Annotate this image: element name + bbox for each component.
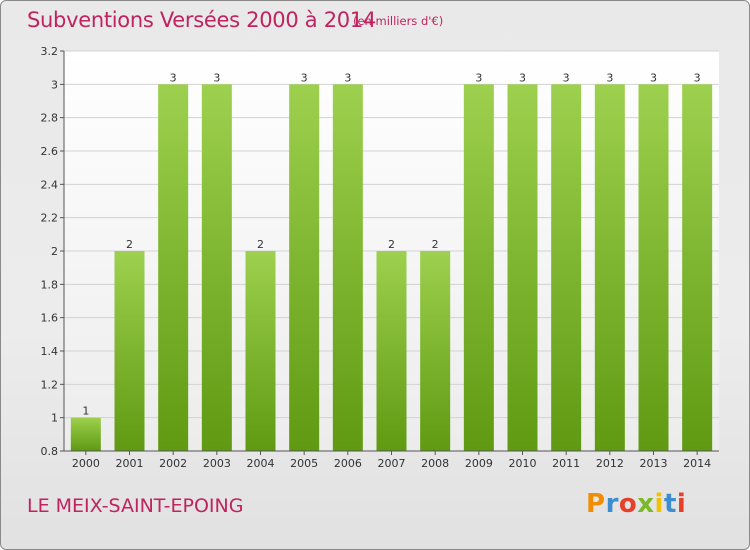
bar-2000: [70, 417, 101, 451]
bar-value-label: 3: [475, 71, 482, 84]
x-tick-label: 2008: [421, 457, 449, 470]
x-tick-label: 2005: [290, 457, 318, 470]
bar-2010: [507, 84, 538, 451]
bar-value-label: 3: [344, 71, 351, 84]
bar-2007: [376, 251, 407, 451]
bar-value-label: 3: [606, 71, 613, 84]
x-tick-label: 2011: [552, 457, 580, 470]
bar-value-label: 3: [170, 71, 177, 84]
y-tick-label: 2.8: [41, 112, 59, 125]
chart-unit: (en milliers d'€): [353, 14, 444, 28]
bar-value-label: 2: [126, 238, 133, 251]
logo-letter: t: [663, 489, 677, 519]
bar-value-label: 3: [301, 71, 308, 84]
logo-letter: P: [586, 489, 606, 519]
y-tick-label: 1.2: [41, 378, 59, 391]
bar-2004: [245, 251, 276, 451]
bar-value-label: 2: [432, 238, 439, 251]
logo-letter: i: [654, 489, 664, 519]
bar-value-label: 2: [257, 238, 264, 251]
y-tick-label: 1.4: [41, 345, 59, 358]
bar-2005: [289, 84, 320, 451]
bar-2014: [682, 84, 713, 451]
logo-letter: r: [605, 489, 619, 519]
logo-letter: o: [618, 489, 638, 519]
y-tick-label: 2.2: [41, 212, 59, 225]
x-tick-label: 2003: [203, 457, 231, 470]
x-tick-label: 2014: [683, 457, 711, 470]
x-tick-label: 2010: [509, 457, 537, 470]
bars: 1 2 3 3 2 3 3 2 2 3 3 3 3 3 3: [70, 71, 713, 451]
logo-letter: i: [676, 489, 687, 519]
y-tick-label: 1.6: [41, 312, 59, 325]
y-tick-label: 3: [51, 78, 58, 91]
x-tick-label: 2001: [116, 457, 144, 470]
y-tick-label: 2: [51, 245, 58, 258]
x-tick-label: 2004: [247, 457, 275, 470]
bar-value-label: 2: [388, 238, 395, 251]
bar-2006: [332, 84, 363, 451]
bar-2003: [201, 84, 232, 451]
bar-2011: [551, 84, 582, 451]
bar-value-label: 3: [563, 71, 570, 84]
y-tick-label: 0.8: [41, 445, 59, 458]
bar-value-label: 3: [213, 71, 220, 84]
x-tick-label: 2009: [465, 457, 493, 470]
bar-value-label: 3: [650, 71, 657, 84]
chart-title: Subventions Versées 2000 à 2014: [27, 8, 376, 32]
bar-2001: [114, 251, 145, 451]
bar-value-label: 3: [694, 71, 701, 84]
location-name: LE MEIX-SAINT-EPOING: [27, 495, 244, 517]
y-tick-label: 2.4: [41, 178, 59, 191]
x-tick-label: 2007: [378, 457, 406, 470]
x-axis: 2000 2001 2002 2003 2004 2005 2006 2007 2008 2009…: [64, 450, 719, 470]
x-tick-label: 2000: [72, 457, 100, 470]
proxiti-logo: Proxiti: [586, 489, 686, 519]
bar-2013: [638, 84, 669, 451]
bar-2002: [158, 84, 189, 451]
bar-value-label: 3: [519, 71, 526, 84]
bar-2009: [463, 84, 494, 451]
logo-letter: x: [637, 489, 655, 519]
x-tick-label: 2013: [640, 457, 668, 470]
x-tick-label: 2006: [334, 457, 362, 470]
x-tick-label: 2002: [159, 457, 187, 470]
y-tick-label: 1: [51, 412, 58, 425]
x-tick-label: 2012: [596, 457, 624, 470]
bar-2008: [420, 251, 451, 451]
bar-2012: [594, 84, 625, 451]
bar-value-label: 1: [82, 405, 89, 418]
y-tick-label: 3.2: [41, 45, 59, 58]
y-axis: 0.8 1 1.2 1.4 1.6 1.8 2 2.2 2.4 2.6 2.8 3 3.2: [41, 45, 65, 458]
y-tick-label: 1.8: [41, 278, 59, 291]
y-tick-label: 2.6: [41, 145, 59, 158]
